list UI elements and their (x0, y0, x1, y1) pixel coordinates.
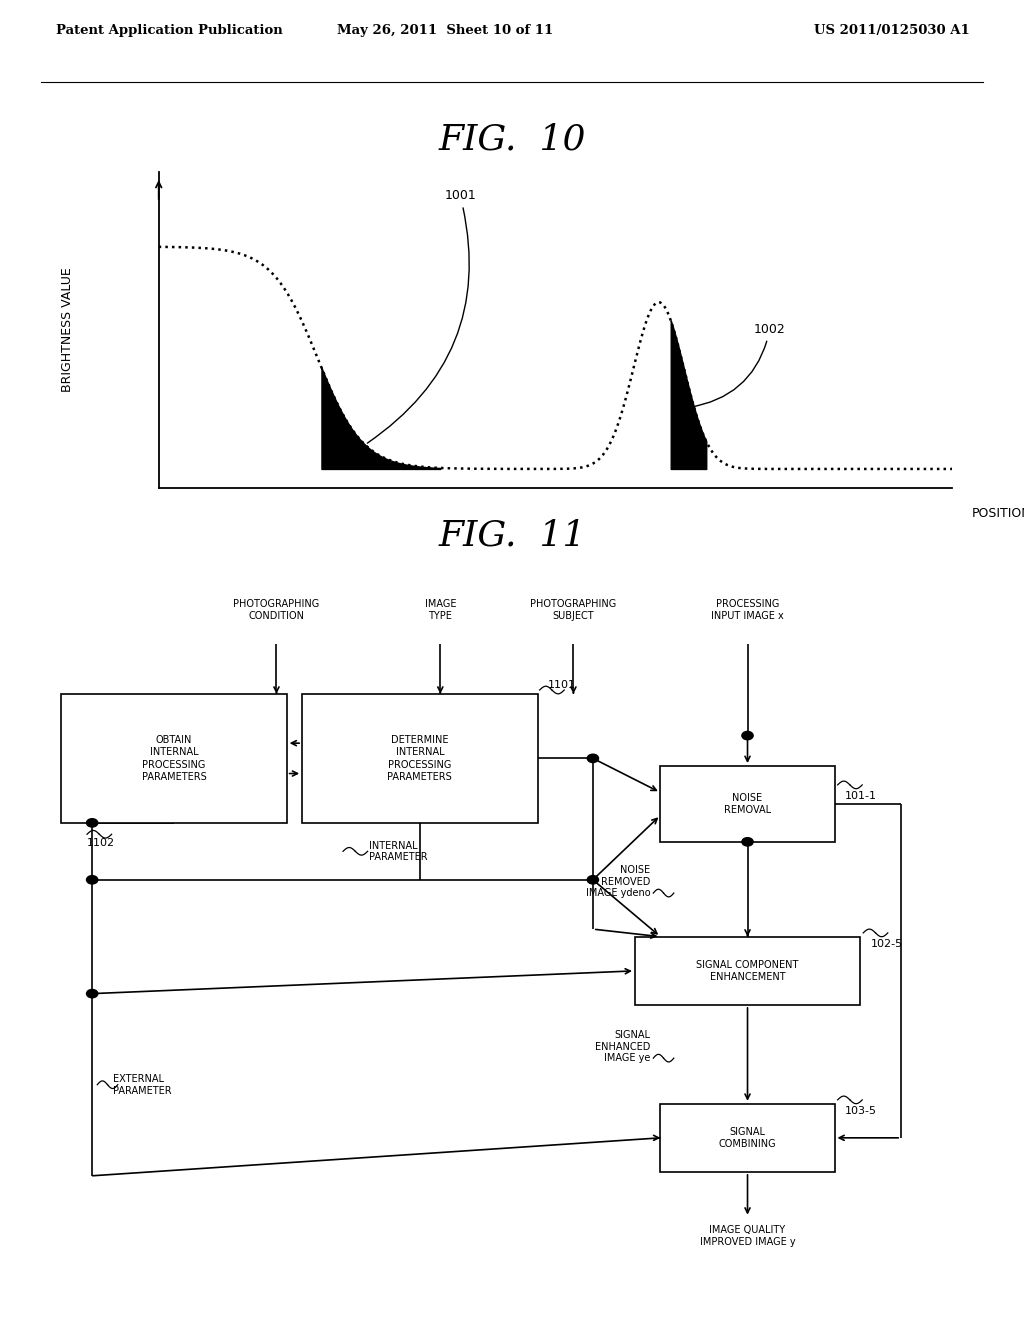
Text: 1002: 1002 (689, 323, 785, 408)
Text: BRIGHTNESS VALUE: BRIGHTNESS VALUE (61, 268, 74, 392)
Circle shape (86, 818, 98, 828)
Text: OBTAIN
INTERNAL
PROCESSING
PARAMETERS: OBTAIN INTERNAL PROCESSING PARAMETERS (141, 735, 207, 781)
Text: FIG.  10: FIG. 10 (438, 123, 586, 157)
Text: 101-1: 101-1 (845, 791, 877, 801)
Text: 1102: 1102 (87, 838, 115, 847)
Text: PROCESSING
INPUT IMAGE x: PROCESSING INPUT IMAGE x (711, 599, 784, 620)
Text: INTERNAL
PARAMETER: INTERNAL PARAMETER (369, 841, 427, 862)
Circle shape (741, 731, 753, 739)
Text: FIG.  11: FIG. 11 (438, 519, 586, 553)
Text: PHOTOGRAPHING
CONDITION: PHOTOGRAPHING CONDITION (233, 599, 319, 620)
Circle shape (741, 838, 753, 846)
Text: NOISE
REMOVAL: NOISE REMOVAL (724, 793, 771, 814)
Circle shape (588, 875, 598, 884)
Text: 102-5: 102-5 (870, 940, 902, 949)
Text: EXTERNAL
PARAMETER: EXTERNAL PARAMETER (113, 1074, 171, 1096)
Text: 1101: 1101 (548, 680, 575, 690)
Text: SIGNAL COMPONENT
ENHANCEMENT: SIGNAL COMPONENT ENHANCEMENT (696, 960, 799, 982)
Text: POSITION: POSITION (972, 507, 1024, 520)
Text: US 2011/0125030 A1: US 2011/0125030 A1 (814, 24, 970, 37)
Circle shape (588, 754, 598, 763)
Text: IMAGE
TYPE: IMAGE TYPE (425, 599, 456, 620)
Text: DETERMINE
INTERNAL
PROCESSING
PARAMETERS: DETERMINE INTERNAL PROCESSING PARAMETERS (387, 735, 453, 781)
Text: IMAGE QUALITY
IMPROVED IMAGE y: IMAGE QUALITY IMPROVED IMAGE y (699, 1225, 796, 1246)
Text: SIGNAL
COMBINING: SIGNAL COMBINING (719, 1127, 776, 1148)
Bar (302, 694, 538, 822)
Circle shape (86, 990, 98, 998)
Text: 1001: 1001 (368, 189, 476, 444)
Text: May 26, 2011  Sheet 10 of 11: May 26, 2011 Sheet 10 of 11 (337, 24, 554, 37)
Bar (635, 937, 860, 1005)
Bar (660, 1104, 835, 1172)
Text: 103-5: 103-5 (845, 1106, 877, 1117)
Circle shape (86, 875, 98, 884)
Bar (660, 766, 835, 842)
Text: SIGNAL
ENHANCED
IMAGE ye: SIGNAL ENHANCED IMAGE ye (595, 1030, 650, 1064)
Text: NOISE
REMOVED
IMAGE ydeno: NOISE REMOVED IMAGE ydeno (586, 865, 650, 899)
Text: Patent Application Publication: Patent Application Publication (56, 24, 283, 37)
Text: PHOTOGRAPHING
SUBJECT: PHOTOGRAPHING SUBJECT (530, 599, 616, 620)
Bar (61, 694, 287, 822)
